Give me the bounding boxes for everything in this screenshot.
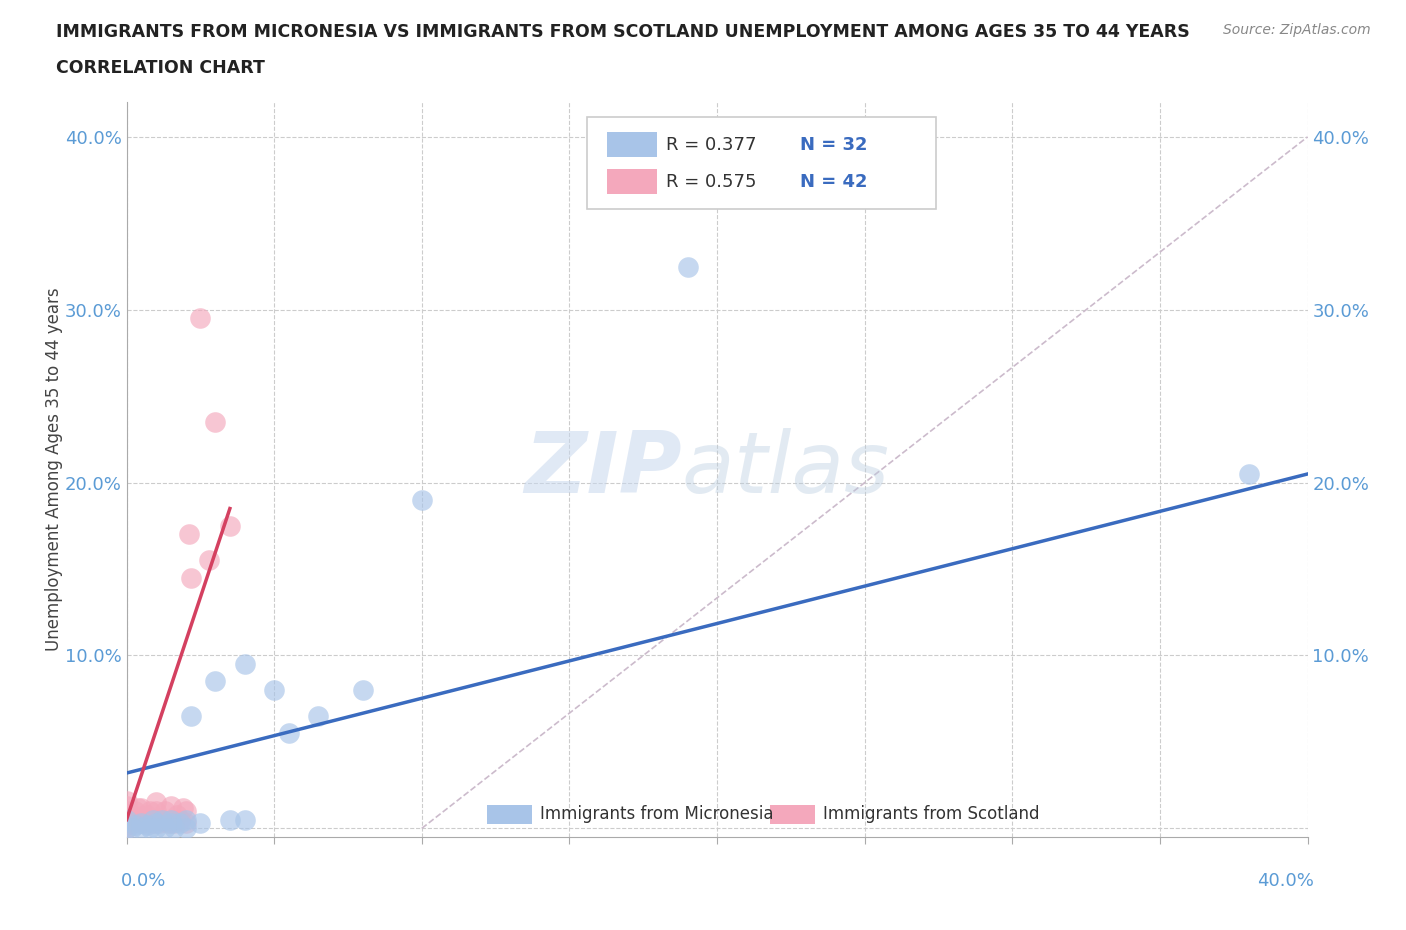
Point <box>169 816 191 830</box>
Point <box>308 709 330 724</box>
Point <box>148 816 170 830</box>
FancyBboxPatch shape <box>770 804 815 824</box>
Point <box>139 804 162 818</box>
Point <box>160 812 183 827</box>
Point <box>233 657 256 671</box>
Point <box>204 415 226 430</box>
Point <box>180 570 202 585</box>
Point <box>172 800 194 815</box>
Point <box>188 311 212 325</box>
Point <box>219 518 242 533</box>
Text: CORRELATION CHART: CORRELATION CHART <box>56 59 266 76</box>
Point <box>127 800 149 815</box>
Point <box>129 821 153 836</box>
Point <box>115 821 138 836</box>
Text: Source: ZipAtlas.com: Source: ZipAtlas.com <box>1223 23 1371 37</box>
FancyBboxPatch shape <box>588 117 935 209</box>
Point <box>188 816 212 830</box>
Point <box>124 812 146 827</box>
Point <box>150 812 173 827</box>
Point <box>160 816 183 830</box>
Point <box>115 807 138 822</box>
Point <box>180 709 202 724</box>
Point <box>156 816 179 830</box>
Point <box>204 674 226 689</box>
Point <box>676 259 699 274</box>
Point <box>411 493 433 508</box>
Text: ZIP: ZIP <box>524 428 682 512</box>
FancyBboxPatch shape <box>607 132 657 157</box>
Point <box>136 816 159 830</box>
Y-axis label: Unemployment Among Ages 35 to 44 years: Unemployment Among Ages 35 to 44 years <box>45 288 63 651</box>
Point <box>145 821 167 836</box>
Point <box>174 821 197 836</box>
Point <box>129 816 153 830</box>
Point <box>263 683 285 698</box>
Point <box>174 812 197 827</box>
Point <box>153 821 176 836</box>
Point <box>115 812 138 827</box>
Text: N = 32: N = 32 <box>800 136 868 153</box>
Point <box>145 804 167 818</box>
Text: 40.0%: 40.0% <box>1257 872 1313 890</box>
Point <box>278 725 301 740</box>
Point <box>139 821 162 836</box>
Text: R = 0.377: R = 0.377 <box>666 136 756 153</box>
Point <box>136 807 159 822</box>
Point <box>233 812 256 827</box>
Point <box>1237 467 1260 482</box>
Point <box>145 812 167 827</box>
Point <box>166 807 188 822</box>
Point <box>139 812 162 827</box>
Point <box>163 821 186 836</box>
Point <box>352 683 374 698</box>
Text: IMMIGRANTS FROM MICRONESIA VS IMMIGRANTS FROM SCOTLAND UNEMPLOYMENT AMONG AGES 3: IMMIGRANTS FROM MICRONESIA VS IMMIGRANTS… <box>56 23 1189 41</box>
Point <box>174 816 197 830</box>
Point <box>124 804 146 818</box>
Text: R = 0.575: R = 0.575 <box>666 173 756 191</box>
Point <box>169 812 191 827</box>
Text: Immigrants from Scotland: Immigrants from Scotland <box>824 805 1040 823</box>
Point <box>115 817 138 832</box>
Point <box>145 816 167 830</box>
Point <box>124 817 146 832</box>
Point <box>174 804 197 818</box>
Point <box>115 799 138 814</box>
Text: atlas: atlas <box>682 428 890 512</box>
Point <box>142 816 165 830</box>
Point <box>198 553 221 568</box>
Point <box>219 812 242 827</box>
Point <box>136 817 159 832</box>
FancyBboxPatch shape <box>607 169 657 194</box>
Text: N = 42: N = 42 <box>800 173 868 191</box>
Point <box>153 804 176 818</box>
Point <box>121 816 143 830</box>
Point <box>129 816 153 830</box>
Point <box>134 812 156 827</box>
Point <box>115 821 138 836</box>
Point <box>129 809 153 824</box>
Point <box>160 799 183 814</box>
Point <box>129 800 153 815</box>
Point <box>163 816 186 830</box>
Text: 0.0%: 0.0% <box>121 872 166 890</box>
Text: Immigrants from Micronesia: Immigrants from Micronesia <box>540 805 773 823</box>
Point <box>142 812 165 827</box>
Point <box>177 527 200 542</box>
Point <box>115 793 138 808</box>
Point <box>150 812 173 827</box>
Point <box>121 821 143 836</box>
Point <box>115 804 138 818</box>
Point <box>145 795 167 810</box>
Point <box>127 812 149 827</box>
Point <box>160 812 183 827</box>
FancyBboxPatch shape <box>486 804 531 824</box>
Point <box>115 812 138 827</box>
